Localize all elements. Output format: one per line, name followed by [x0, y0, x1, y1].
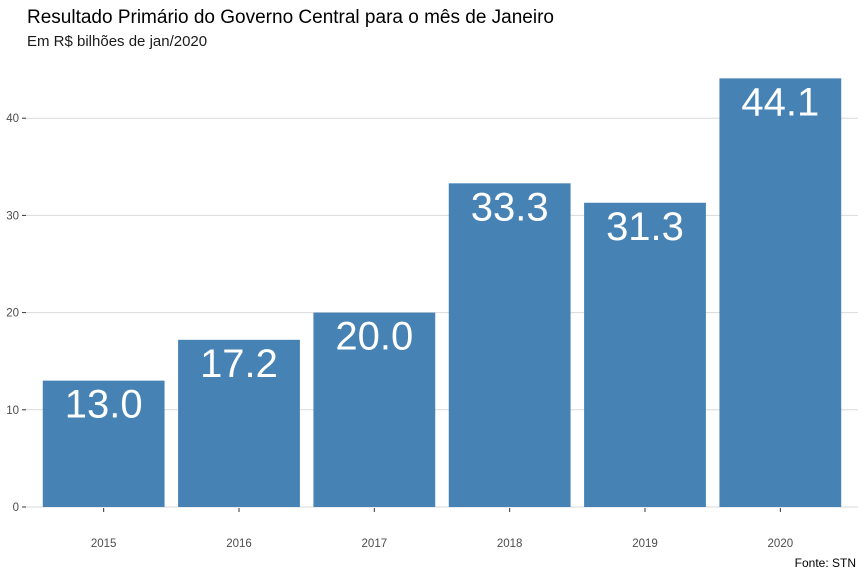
bars: 13.0 17.2 20.0 33.3 31.3 44.1 — [42, 78, 842, 508]
x-tick-label: 2015 — [91, 538, 117, 550]
y-tick-label: 30 — [6, 210, 19, 222]
y-tick-label: 40 — [6, 113, 19, 125]
x-tick-label: 2017 — [362, 538, 388, 550]
bar-value-label: 17.2 — [200, 342, 278, 386]
bar-value-label: 33.3 — [471, 185, 549, 229]
chart-title: Resultado Primário do Governo Central pa… — [27, 7, 554, 28]
y-tick-label: 0 — [13, 502, 19, 514]
x-tick-label: 2018 — [497, 538, 523, 550]
y-tick-label: 10 — [6, 405, 19, 417]
x-tick-label: 2020 — [768, 538, 794, 550]
y-tick-label: 20 — [6, 308, 19, 320]
bar-value-label: 13.0 — [65, 383, 143, 427]
bar-2017 — [313, 312, 436, 507]
bar-2015 — [42, 380, 165, 507]
x-axis: 2015 2016 2017 2018 2019 2020 — [91, 508, 793, 550]
bar-2020 — [719, 78, 842, 508]
bar-value-label: 44.1 — [741, 80, 819, 124]
chart-subtitle: Em R$ bilhões de jan/2020 — [27, 33, 208, 50]
bar-value-label: 20.0 — [335, 315, 413, 359]
x-tick-label: 2016 — [226, 538, 252, 550]
source-caption: Fonte: STN — [794, 556, 856, 570]
gridlines — [26, 117, 858, 508]
x-tick-label: 2019 — [632, 538, 658, 550]
y-axis: 0 10 20 30 40 — [6, 113, 26, 514]
bar-2018 — [448, 183, 571, 507]
bar-2019 — [584, 202, 706, 508]
bar-value-label: 31.3 — [606, 205, 684, 249]
bar-2016 — [178, 339, 300, 507]
